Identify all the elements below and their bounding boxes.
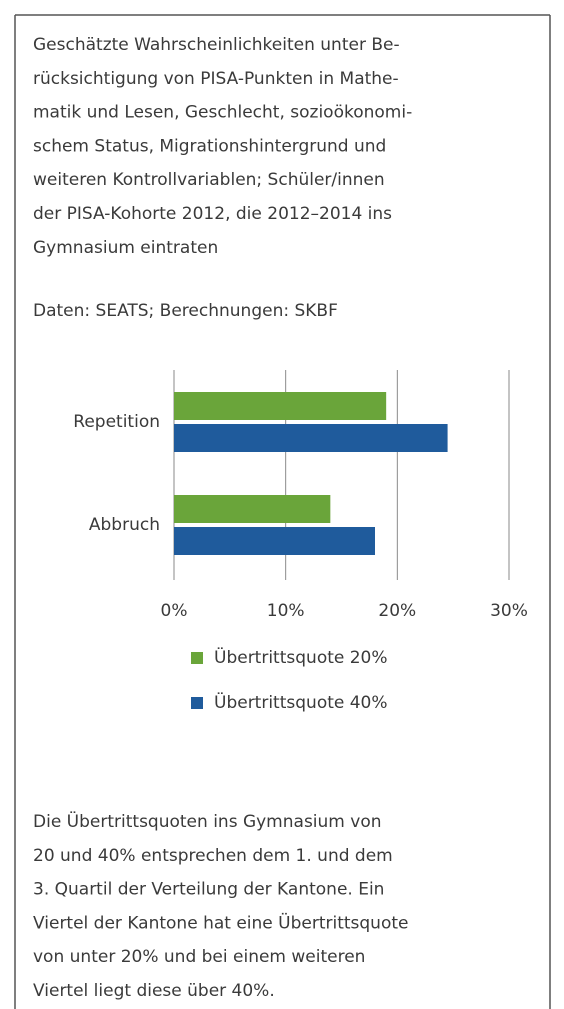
x-tick-label: 30% xyxy=(490,601,528,621)
intro-line: der PISA-Kohorte 2012, die 2012–2014 ins xyxy=(33,204,392,224)
note-line: 20 und 40% entsprechen dem 1. und dem xyxy=(33,846,393,866)
note-line: 3. Quartil der Verteilung der Kantone. E… xyxy=(33,880,384,900)
bar xyxy=(174,392,387,420)
note-line: Viertel liegt diese über 40%. xyxy=(33,981,275,1001)
intro-line: matik und Lesen, Geschlecht, sozioökonom… xyxy=(33,103,412,123)
note-line: Viertel der Kantone hat eine Übertrittsq… xyxy=(33,911,409,933)
bar xyxy=(174,495,331,523)
x-tick-label: 0% xyxy=(161,601,188,621)
x-tick-label: 20% xyxy=(378,601,416,621)
intro-line: Geschätzte Wahrscheinlichkeiten unter Be… xyxy=(33,35,400,55)
bar xyxy=(174,424,448,452)
category-label: Abbruch xyxy=(89,515,160,535)
legend-swatch xyxy=(191,697,203,709)
legend-label: Übertrittsquote 40% xyxy=(214,691,388,713)
legend-label: Übertrittsquote 20% xyxy=(214,646,388,668)
note-line: Die Übertrittsquoten ins Gymnasium von xyxy=(33,810,382,832)
bar xyxy=(174,527,375,555)
note-line: von unter 20% und bei einem weiteren xyxy=(33,947,365,967)
x-tick-label: 10% xyxy=(267,601,305,621)
intro-line: schem Status, Migrationshintergrund und xyxy=(33,136,386,156)
legend-swatch xyxy=(191,652,203,664)
category-label: Repetition xyxy=(73,412,160,432)
source: Daten: SEATS; Berechnungen: SKBF xyxy=(33,301,338,321)
intro-line: weiteren Kontrollvariablen; Schüler/inne… xyxy=(33,170,385,190)
intro-line: rücksichtigung von PISA-Punkten in Mathe… xyxy=(33,69,399,89)
intro-line: Gymnasium eintraten xyxy=(33,238,218,258)
